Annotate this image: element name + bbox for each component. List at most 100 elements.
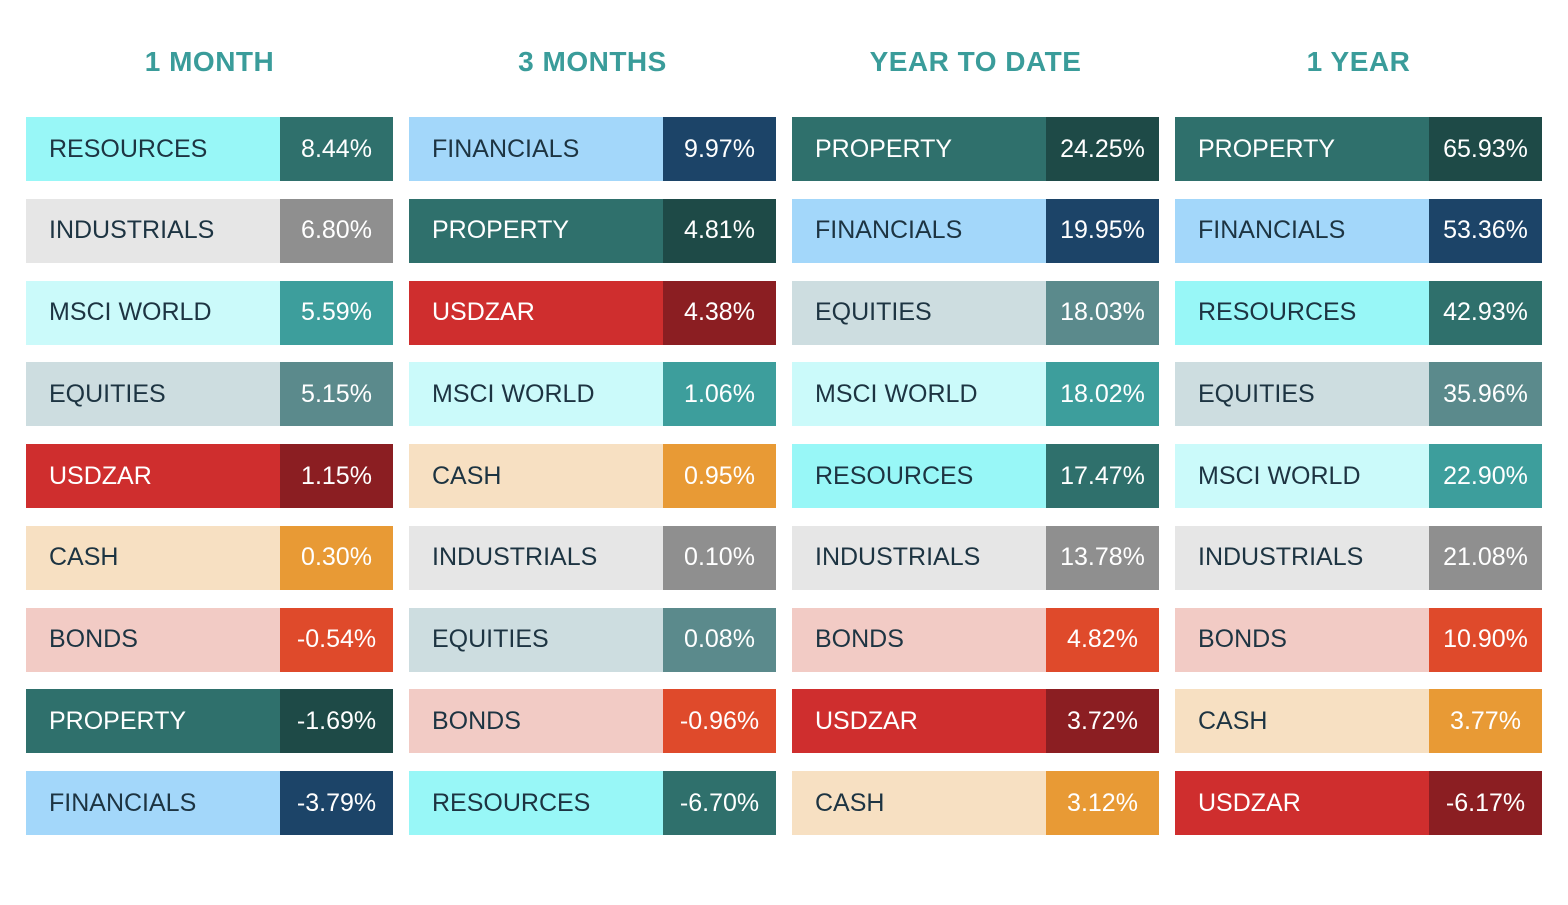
asset-row: CASH 3.12%	[792, 771, 1159, 835]
asset-return: -6.70%	[663, 771, 776, 835]
asset-row: EQUITIES 5.15%	[26, 362, 393, 427]
asset-label: FINANCIALS	[792, 198, 1046, 263]
asset-label: INDUSTRIALS	[26, 198, 280, 263]
asset-row: INDUSTRIALS 6.80%	[26, 198, 393, 263]
asset-row: CASH 3.77%	[1175, 689, 1542, 754]
asset-label: PROPERTY	[1175, 117, 1429, 181]
asset-row: BONDS 4.82%	[792, 607, 1159, 672]
asset-label: CASH	[26, 525, 280, 590]
asset-return: 3.12%	[1046, 771, 1159, 835]
asset-label: FINANCIALS	[26, 771, 280, 835]
asset-row: MSCI WORLD 5.59%	[26, 280, 393, 345]
asset-label: CASH	[792, 771, 1046, 835]
asset-row: USDZAR -6.17%	[1175, 771, 1542, 835]
asset-row: BONDS 10.90%	[1175, 607, 1542, 672]
asset-return: 0.95%	[663, 444, 776, 508]
asset-label: MSCI WORLD	[26, 280, 280, 345]
asset-return: 0.10%	[663, 525, 776, 590]
asset-row: PROPERTY 65.93%	[1175, 117, 1542, 181]
asset-return: 4.38%	[663, 280, 776, 345]
asset-row: BONDS -0.96%	[409, 689, 776, 754]
asset-return: -0.54%	[280, 607, 393, 672]
asset-row: PROPERTY -1.69%	[26, 689, 393, 754]
asset-label: BONDS	[792, 607, 1046, 672]
asset-label: PROPERTY	[792, 117, 1046, 181]
asset-label: BONDS	[409, 689, 663, 754]
asset-row: PROPERTY 24.25%	[792, 117, 1159, 181]
asset-row: USDZAR 1.15%	[26, 444, 393, 508]
asset-label: USDZAR	[792, 689, 1046, 754]
asset-return: -1.69%	[280, 689, 393, 754]
asset-row: BONDS -0.54%	[26, 607, 393, 672]
asset-row: EQUITIES 0.08%	[409, 607, 776, 672]
asset-row: INDUSTRIALS 21.08%	[1175, 525, 1542, 590]
asset-label: CASH	[1175, 689, 1429, 754]
asset-label: PROPERTY	[409, 198, 663, 263]
asset-row: RESOURCES 8.44%	[26, 117, 393, 181]
asset-return: 8.44%	[280, 117, 393, 181]
asset-return: -3.79%	[280, 771, 393, 835]
asset-return: 13.78%	[1046, 525, 1159, 590]
asset-row: FINANCIALS 53.36%	[1175, 198, 1542, 263]
asset-return: 18.03%	[1046, 280, 1159, 345]
asset-return: 1.06%	[663, 362, 776, 427]
asset-label: RESOURCES	[792, 444, 1046, 508]
asset-row: MSCI WORLD 22.90%	[1175, 444, 1542, 508]
asset-label: RESOURCES	[1175, 280, 1429, 345]
asset-row: MSCI WORLD 1.06%	[409, 362, 776, 427]
asset-label: EQUITIES	[1175, 362, 1429, 427]
asset-return: 24.25%	[1046, 117, 1159, 181]
asset-row: RESOURCES 42.93%	[1175, 280, 1542, 345]
asset-row: INDUSTRIALS 0.10%	[409, 525, 776, 590]
asset-label: USDZAR	[1175, 771, 1429, 835]
asset-label: MSCI WORLD	[1175, 444, 1429, 508]
asset-return: 42.93%	[1429, 280, 1542, 345]
asset-return: 3.72%	[1046, 689, 1159, 754]
asset-return: 18.02%	[1046, 362, 1159, 427]
asset-label: MSCI WORLD	[792, 362, 1046, 427]
asset-label: INDUSTRIALS	[409, 525, 663, 590]
asset-return: 4.82%	[1046, 607, 1159, 672]
column-title: 1 YEAR	[1306, 46, 1411, 77]
asset-label: FINANCIALS	[409, 117, 663, 181]
asset-label: CASH	[409, 444, 663, 508]
asset-label: BONDS	[1175, 607, 1429, 672]
asset-return: 21.08%	[1429, 525, 1542, 590]
asset-label: EQUITIES	[26, 362, 280, 427]
asset-return: 6.80%	[280, 198, 393, 263]
asset-return: 19.95%	[1046, 198, 1159, 263]
asset-row: MSCI WORLD 18.02%	[792, 362, 1159, 427]
column-title: YEAR TO DATE	[869, 46, 1082, 77]
asset-label: FINANCIALS	[1175, 198, 1429, 263]
asset-row: EQUITIES 18.03%	[792, 280, 1159, 345]
asset-return: 4.81%	[663, 198, 776, 263]
asset-row: PROPERTY 4.81%	[409, 198, 776, 263]
asset-return: 0.08%	[663, 607, 776, 672]
asset-return: 5.15%	[280, 362, 393, 427]
column-title: 3 MONTHS	[518, 46, 667, 77]
asset-row: FINANCIALS -3.79%	[26, 771, 393, 835]
asset-row: FINANCIALS 9.97%	[409, 117, 776, 181]
asset-return: 22.90%	[1429, 444, 1542, 508]
asset-label: PROPERTY	[26, 689, 280, 754]
asset-row: INDUSTRIALS 13.78%	[792, 525, 1159, 590]
asset-return: 9.97%	[663, 117, 776, 181]
asset-return: 1.15%	[280, 444, 393, 508]
asset-label: EQUITIES	[409, 607, 663, 672]
asset-return: 0.30%	[280, 525, 393, 590]
asset-return: 35.96%	[1429, 362, 1542, 427]
asset-label: INDUSTRIALS	[792, 525, 1046, 590]
asset-row: RESOURCES -6.70%	[409, 771, 776, 835]
asset-return: 5.59%	[280, 280, 393, 345]
asset-return: 10.90%	[1429, 607, 1542, 672]
asset-row: CASH 0.30%	[26, 525, 393, 590]
asset-label: RESOURCES	[409, 771, 663, 835]
asset-row: USDZAR 4.38%	[409, 280, 776, 345]
asset-row: RESOURCES 17.47%	[792, 444, 1159, 508]
asset-label: USDZAR	[409, 280, 663, 345]
asset-row: EQUITIES 35.96%	[1175, 362, 1542, 427]
column-title: 1 MONTH	[144, 46, 275, 77]
asset-label: USDZAR	[26, 444, 280, 508]
asset-label: BONDS	[26, 607, 280, 672]
